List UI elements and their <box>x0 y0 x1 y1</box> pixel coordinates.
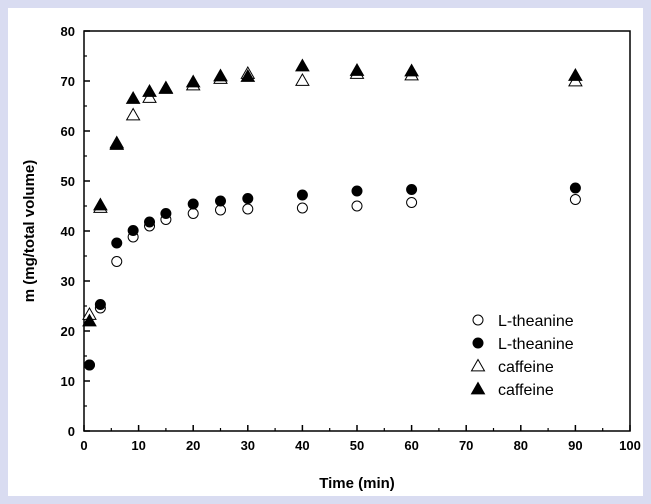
y-tick-label: 80 <box>61 24 75 39</box>
y-tick-label: 50 <box>61 174 75 189</box>
data-point <box>83 359 95 371</box>
y-tick-label: 0 <box>68 424 75 439</box>
x-tick-label: 10 <box>131 438 145 453</box>
y-tick-label: 70 <box>61 74 75 89</box>
y-tick-label: 40 <box>61 224 75 239</box>
x-tick-label: 60 <box>404 438 418 453</box>
x-tick-label: 30 <box>241 438 255 453</box>
data-point <box>160 208 172 219</box>
data-point <box>125 107 141 121</box>
data-point <box>185 74 201 88</box>
x-tick-label: 100 <box>619 438 641 453</box>
data-point <box>187 198 199 210</box>
data-point <box>296 202 308 214</box>
data-point <box>295 58 310 72</box>
data-point <box>569 194 581 205</box>
data-point <box>404 63 419 77</box>
data-point <box>242 203 254 215</box>
x-tick-label: 0 <box>80 438 87 453</box>
data-point <box>215 195 226 207</box>
x-tick-label: 70 <box>459 438 473 453</box>
data-point <box>127 225 139 236</box>
data-point <box>125 90 141 104</box>
legend: L-theanine L-theanine caffeine caffeine <box>470 313 574 399</box>
legend-marker <box>472 314 484 326</box>
data-point <box>568 67 583 81</box>
data-point <box>569 182 581 194</box>
y-tick-label: 20 <box>61 324 75 339</box>
x-tick-label: 90 <box>568 438 582 453</box>
data-point <box>351 200 363 212</box>
data-points <box>82 58 583 371</box>
data-point <box>82 313 97 327</box>
data-point <box>406 184 418 195</box>
data-point <box>142 83 157 97</box>
data-point <box>109 136 125 150</box>
x-tick-label: 80 <box>514 438 528 453</box>
y-tick-label: 60 <box>61 124 75 139</box>
legend-marker <box>470 358 486 372</box>
legend-label: caffeine <box>498 382 554 399</box>
y-tick-label: 30 <box>61 274 75 289</box>
data-point <box>240 68 256 82</box>
data-point <box>144 216 156 228</box>
data-point <box>351 185 363 197</box>
data-point <box>349 62 365 76</box>
data-point <box>187 208 199 219</box>
data-point <box>94 299 106 310</box>
data-point <box>111 237 123 249</box>
data-point <box>158 80 174 94</box>
y-tick-label: 10 <box>61 374 75 389</box>
data-point <box>295 72 310 86</box>
legend-label: caffeine <box>498 359 554 376</box>
x-axis-title: Time (min) <box>319 475 395 492</box>
legend-label: L-theanine <box>498 336 574 353</box>
y-axis-title: m (mg/total volume) <box>21 160 38 303</box>
axis-ticks: 0 10 20 30 40 50 60 70 80 90 100 0 10 20 30 40 50 60 70 80 <box>61 24 641 453</box>
legend-label: L-theanine <box>498 313 574 330</box>
x-tick-label: 40 <box>295 438 309 453</box>
data-point <box>93 197 108 211</box>
legend-marker <box>472 337 484 349</box>
legend-marker <box>470 381 486 395</box>
data-point <box>213 68 228 82</box>
data-point <box>111 256 123 267</box>
data-point <box>406 197 418 208</box>
data-point <box>242 193 254 204</box>
x-tick-label: 50 <box>350 438 364 453</box>
x-tick-label: 20 <box>186 438 200 453</box>
data-point <box>296 189 308 201</box>
